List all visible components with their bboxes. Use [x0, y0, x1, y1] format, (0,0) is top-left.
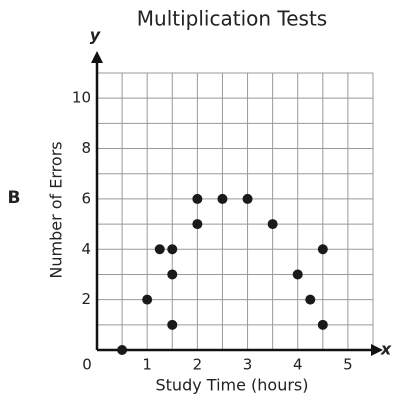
data-point — [154, 244, 165, 255]
x-tick-label: 1 — [142, 356, 152, 374]
data-point — [317, 244, 328, 255]
x-tick-label: 2 — [193, 356, 203, 374]
data-point — [192, 193, 203, 204]
x-axis-letter: x — [380, 340, 392, 359]
y-axis-label: Number of Errors — [47, 141, 66, 278]
y-tick-label: 2 — [81, 290, 91, 308]
data-point — [267, 219, 278, 230]
x-axis-label: Study Time (hours) — [156, 376, 309, 395]
data-point — [217, 193, 228, 204]
data-point — [305, 294, 316, 305]
y-tick-label: 4 — [81, 240, 91, 258]
data-point — [167, 244, 178, 255]
data-point — [117, 345, 128, 355]
x-tick-label: 4 — [293, 356, 303, 374]
x-axis-arrow — [371, 344, 383, 356]
y-axis-arrow — [91, 51, 103, 63]
x-tick-label: 5 — [343, 356, 353, 374]
y-tick-label: 6 — [81, 189, 91, 207]
y-axis-letter: y — [90, 26, 101, 45]
data-point — [292, 269, 303, 280]
data-point — [167, 269, 178, 280]
problem-label: B — [8, 188, 21, 208]
data-point — [317, 319, 328, 330]
x-tick-label: 0 — [82, 356, 92, 374]
y-tick-label: 10 — [72, 89, 91, 107]
data-point — [167, 319, 178, 330]
y-tick-label: 8 — [81, 139, 91, 157]
data-point — [192, 219, 203, 230]
data-point — [142, 294, 153, 305]
data-point — [242, 193, 253, 204]
chart-title: Multiplication Tests — [137, 7, 327, 31]
x-tick-label: 3 — [243, 356, 253, 374]
